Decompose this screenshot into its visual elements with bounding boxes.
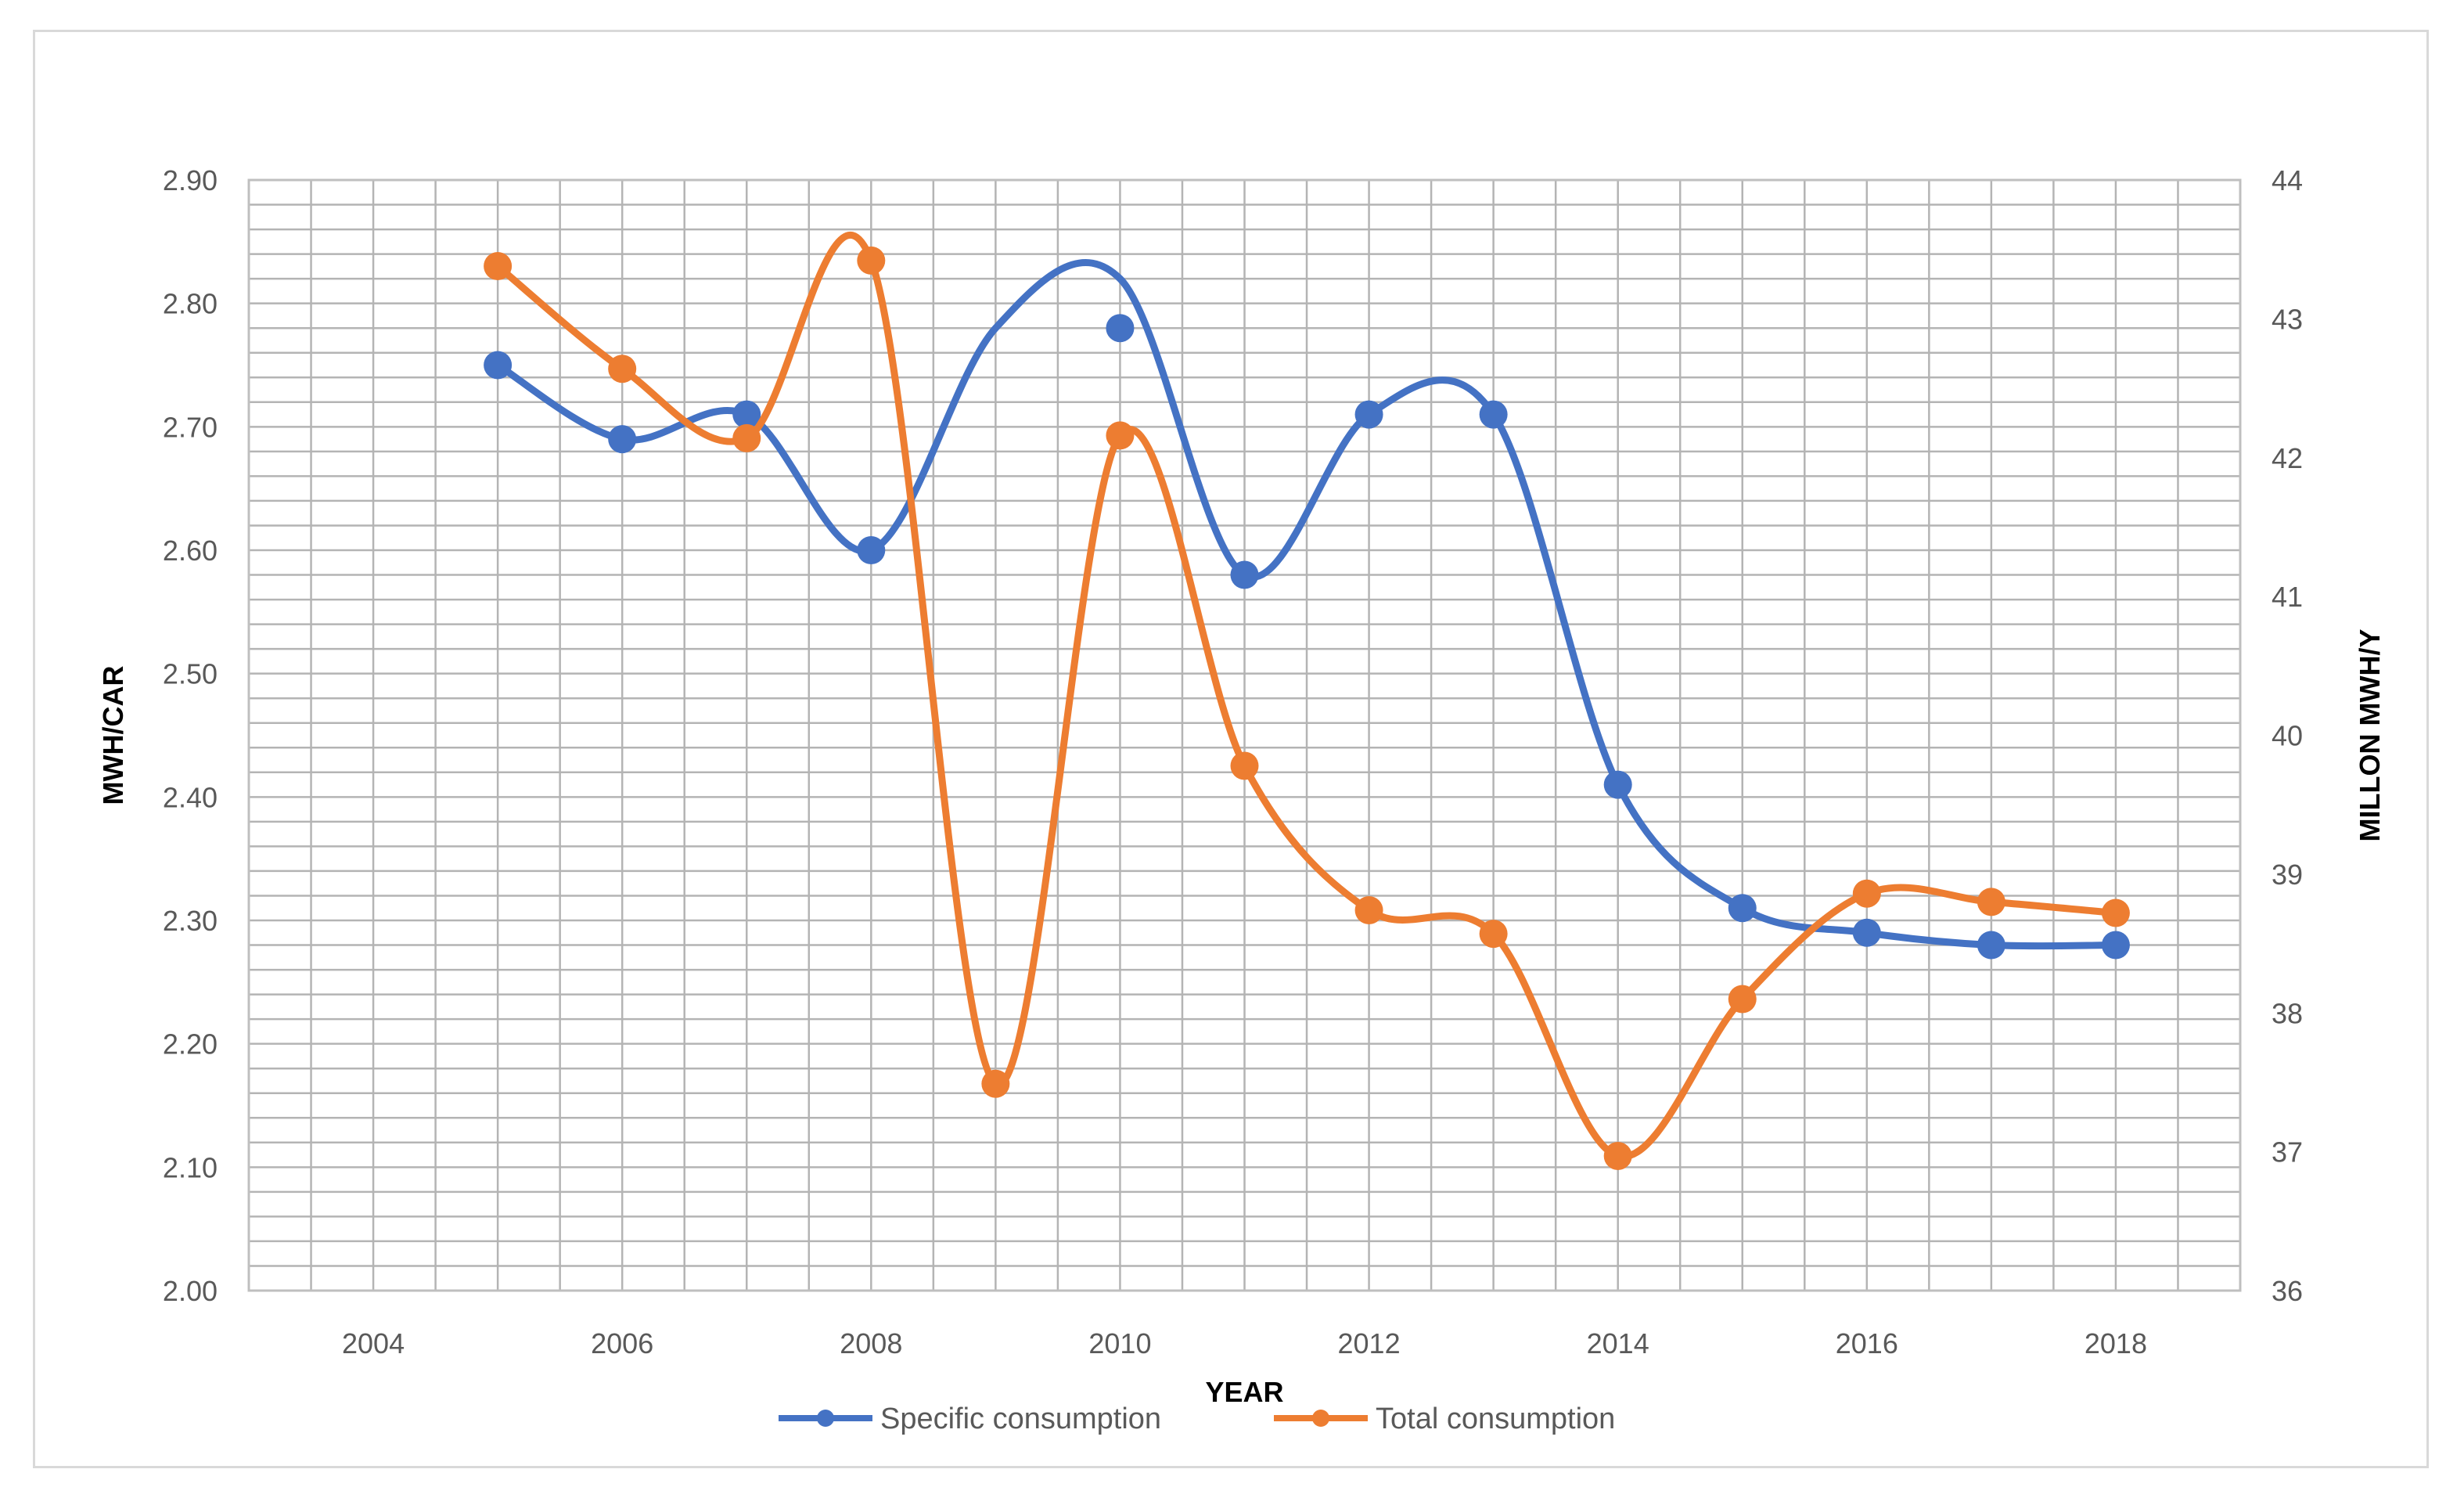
y2-axis-title: MILLON MWH/Y: [2354, 629, 2386, 842]
x-tick-label: 2010: [1088, 1327, 1151, 1359]
data-point-total: [1603, 1141, 1632, 1170]
data-point-specific: [484, 351, 513, 380]
x-tick-label: 2016: [1836, 1327, 1898, 1359]
data-point-specific: [1603, 770, 1632, 799]
y2-tick-label: 38: [2272, 997, 2303, 1029]
y-tick-label: 2.50: [163, 658, 218, 690]
x-tick-label: 2012: [1338, 1327, 1401, 1359]
y2-tick-label: 41: [2272, 581, 2303, 613]
y-axis-title: MWH/CAR: [97, 666, 129, 805]
y-tick-label: 2.30: [163, 905, 218, 937]
legend-label-total: Total consumption: [1376, 1403, 1615, 1435]
x-tick-label: 2006: [591, 1327, 653, 1359]
data-point-total: [732, 423, 761, 452]
data-point-specific: [608, 425, 637, 454]
data-point-total: [857, 246, 886, 275]
gridlines: [249, 180, 2240, 1291]
data-point-total: [1106, 421, 1135, 450]
y-tick-label: 2.60: [163, 535, 218, 567]
data-point-total: [1230, 751, 1259, 780]
data-point-specific: [2101, 931, 2130, 960]
x-tick-label: 2018: [2085, 1327, 2147, 1359]
y2-tick-label: 44: [2272, 164, 2303, 196]
data-point-specific: [1230, 560, 1259, 589]
data-point-specific: [857, 536, 886, 564]
y2-tick-label: 39: [2272, 859, 2303, 891]
data-point-total: [484, 251, 513, 280]
data-point-specific: [1728, 894, 1757, 923]
y-tick-label: 2.40: [163, 781, 218, 813]
line-chart: 2.00 2.10 2.20 2.30 2.40 2.50 2.60 2.70 2.80 2.90…: [97, 164, 2386, 1435]
y2-tick-label: 36: [2272, 1275, 2303, 1307]
plot-area: [247, 178, 2242, 1292]
data-point-total: [2101, 898, 2130, 927]
series-total: [484, 232, 2130, 1170]
data-point-specific: [1852, 918, 1881, 947]
data-point-specific: [732, 400, 761, 429]
data-point-specific: [1479, 400, 1508, 429]
data-point-total: [981, 1069, 1010, 1098]
y-tick-label: 2.10: [163, 1151, 218, 1183]
x-tick-label: 2014: [1587, 1327, 1649, 1359]
y2-tick-label: 40: [2272, 720, 2303, 752]
series-line-specific: [494, 259, 2120, 950]
legend-marker-total: [1312, 1410, 1329, 1427]
data-point-total: [608, 355, 637, 384]
series-specific: [484, 259, 2130, 960]
y-tick-label: 2.70: [163, 411, 218, 443]
y2-tick-label: 42: [2272, 442, 2303, 474]
data-point-specific: [1354, 400, 1383, 429]
x-axis-title: YEAR: [1205, 1376, 1283, 1408]
data-point-total: [1977, 888, 2005, 916]
y-tick-label: 2.00: [163, 1275, 218, 1307]
y2-tick-label: 43: [2272, 303, 2303, 335]
y-tick-label: 2.20: [163, 1028, 218, 1060]
series-group: [484, 232, 2130, 1170]
axis-ticks: 2.00 2.10 2.20 2.30 2.40 2.50 2.60 2.70 2.80 2.90…: [163, 164, 2303, 1359]
data-point-specific: [1977, 931, 2005, 960]
data-point-total: [1479, 920, 1508, 949]
data-point-specific: [1106, 314, 1135, 343]
legend-marker-specific: [817, 1410, 834, 1427]
legend: Specific consumption Total consumption: [779, 1403, 1615, 1435]
data-point-total: [1852, 879, 1881, 908]
data-point-total: [1728, 985, 1757, 1014]
x-tick-label: 2004: [342, 1327, 405, 1359]
y2-tick-label: 37: [2272, 1136, 2303, 1169]
x-tick-label: 2008: [840, 1327, 902, 1359]
y-tick-label: 2.90: [163, 164, 218, 196]
data-point-total: [1354, 895, 1383, 924]
chart-frame: 2.00 2.10 2.20 2.30 2.40 2.50 2.60 2.70 2.80 2.90…: [33, 30, 2429, 1468]
legend-label-specific: Specific consumption: [880, 1403, 1161, 1435]
y-tick-label: 2.80: [163, 288, 218, 320]
